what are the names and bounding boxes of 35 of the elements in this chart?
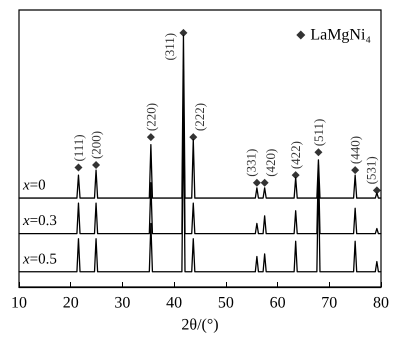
annotation: (420) bbox=[263, 148, 278, 177]
annotation: (311) bbox=[162, 32, 177, 61]
annotation: (440) bbox=[348, 136, 363, 164]
point bbox=[146, 133, 155, 142]
point bbox=[260, 178, 269, 187]
x-tick-label: 70 bbox=[321, 294, 338, 312]
point bbox=[372, 186, 381, 194]
x-tick-label: 20 bbox=[62, 294, 79, 312]
x-tick-label: 10 bbox=[11, 294, 27, 312]
annotation: (531) bbox=[363, 156, 378, 184]
point bbox=[92, 161, 100, 170]
series-label: x=0.5 bbox=[22, 251, 57, 268]
series-label: x=0.3 bbox=[22, 213, 57, 230]
point bbox=[189, 133, 198, 142]
annotation: (111) bbox=[70, 134, 86, 162]
series-label: x=0 bbox=[22, 178, 46, 194]
annotation: (511) bbox=[310, 118, 326, 146]
x-tick-label: 50 bbox=[218, 294, 234, 312]
point bbox=[314, 148, 322, 156]
x-tick-label: 60 bbox=[270, 294, 286, 312]
point bbox=[74, 164, 82, 172]
annotation: (222) bbox=[192, 102, 207, 132]
legend-label: LaMgNi₄ bbox=[310, 26, 372, 44]
point bbox=[292, 171, 300, 180]
x-tick-label: 80 bbox=[373, 294, 389, 312]
x-tick-label: 40 bbox=[166, 294, 182, 312]
point bbox=[351, 166, 360, 174]
annotation: (422) bbox=[288, 141, 304, 170]
annotation: (220) bbox=[143, 102, 158, 132]
point bbox=[179, 28, 188, 37]
annotation: (331) bbox=[243, 148, 258, 177]
x-axis-title: 2θ/(°) bbox=[181, 316, 219, 334]
x-tick-label: 30 bbox=[114, 294, 130, 312]
point bbox=[252, 178, 261, 187]
annotation: (200) bbox=[88, 130, 104, 160]
